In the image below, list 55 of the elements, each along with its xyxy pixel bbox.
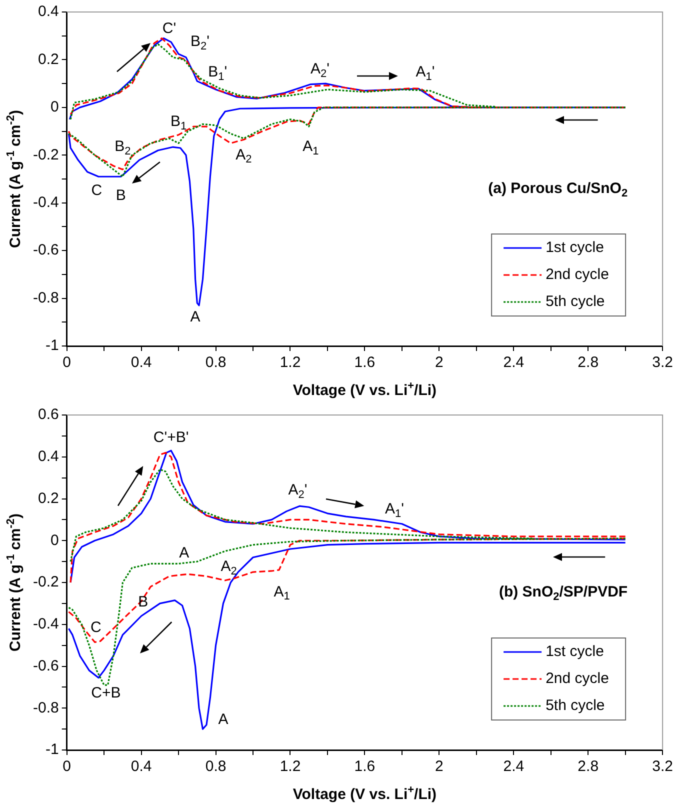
x-tick-label: 2.4 <box>503 354 524 372</box>
y-tick-label: -0.4 <box>32 616 59 633</box>
annotation: C <box>91 182 102 200</box>
annotation: C' <box>162 20 176 37</box>
x-tick-label: 0 <box>62 758 72 776</box>
annotation: C <box>90 619 102 636</box>
y-tick-label: -0.6 <box>32 657 59 674</box>
annotation: B <box>116 186 126 204</box>
y-tick-label: -0.8 <box>32 699 59 716</box>
x-tick-label: 0 <box>62 354 72 372</box>
x-tick-label: 1.6 <box>354 354 376 372</box>
x-tick-label: 0.4 <box>130 354 152 372</box>
y-tick-label: -1 <box>46 741 59 758</box>
y-tick-label: -0.8 <box>32 289 59 306</box>
legend-label: 5th cycle <box>546 697 605 714</box>
legend-label: 1st cycle <box>546 239 604 256</box>
x-tick-label: 3.2 <box>652 758 674 776</box>
legend-label: 1st cycle <box>546 643 604 660</box>
legend-label: 2nd cycle <box>546 266 609 284</box>
x-axis-title: Voltage (V vs. Li+/Li) <box>292 380 437 400</box>
x-tick-label: 1.2 <box>280 354 301 372</box>
legend-label: 5th cycle <box>546 293 605 310</box>
x-tick-label: 1.2 <box>280 758 301 776</box>
y-tick-label: 0.2 <box>38 50 59 68</box>
annotation: B <box>138 594 148 611</box>
y-tick-label: -0.2 <box>32 146 59 164</box>
x-tick-label: 1.6 <box>354 758 376 776</box>
annotation: C+B <box>91 684 121 702</box>
x-tick-label: 2 <box>435 354 444 372</box>
y-tick-label: -0.6 <box>32 242 59 259</box>
x-tick-label: 2 <box>435 758 444 776</box>
y-axis-title: Current (A g-1 cm-2) <box>4 110 24 248</box>
x-axis-title: Voltage (V vs. Li+/Li) <box>292 784 437 804</box>
x-tick-label: 0.8 <box>205 354 226 372</box>
x-tick-label: 2.8 <box>578 758 599 776</box>
y-tick-label: 0 <box>50 532 59 549</box>
legend-label: 2nd cycle <box>546 670 609 688</box>
y-tick-label: 0.4 <box>38 3 59 20</box>
annotation: A <box>179 544 190 562</box>
x-tick-label: 0.4 <box>130 758 152 776</box>
x-tick-label: 2.4 <box>503 758 524 776</box>
y-tick-label: -0.2 <box>32 574 59 591</box>
annotation: C'+B' <box>153 429 189 446</box>
annotation: A <box>190 308 200 326</box>
y-tick-label: 0.4 <box>38 448 59 466</box>
y-tick-label: 0.2 <box>38 490 59 507</box>
x-tick-label: 2.8 <box>578 354 599 372</box>
x-tick-label: 3.2 <box>652 354 674 372</box>
x-tick-label: 0.8 <box>205 758 226 776</box>
y-tick-label: -1 <box>46 337 59 354</box>
y-tick-label: -0.4 <box>32 194 59 211</box>
annotation: A <box>218 710 228 728</box>
y-axis-title: Current (A g-1 cm-2) <box>4 514 24 652</box>
y-tick-label: 0 <box>50 98 59 116</box>
y-tick-label: 0.6 <box>38 406 59 424</box>
